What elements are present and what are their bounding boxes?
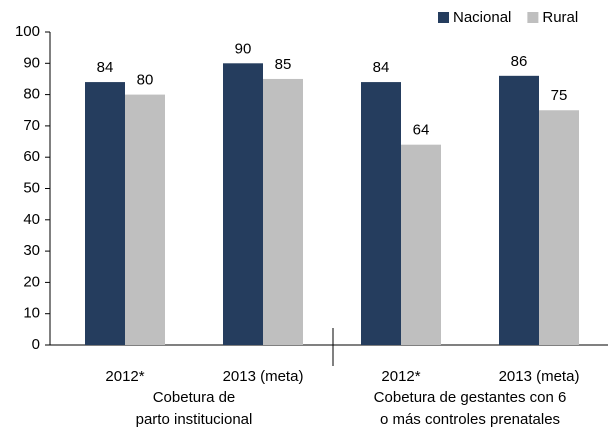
value-label: 85 [275,56,292,73]
legend-swatch [438,12,449,23]
y-tick-label: 60 [23,148,40,165]
x-tick-label: 2012* [105,368,144,385]
bar [263,78,303,345]
bar [401,144,441,345]
value-label: 90 [235,40,252,57]
y-tick-label: 30 [23,242,40,259]
y-tick-label: 90 [23,54,40,71]
x-tick-label: 2012* [381,368,420,385]
group-label: parto institucional [136,411,253,428]
y-tick-label: 80 [23,86,40,103]
y-tick-label: 100 [15,23,40,40]
x-tick-label: 2013 (meta) [499,368,580,385]
value-label: 86 [511,53,528,70]
bar [361,82,401,345]
bar [85,82,125,345]
group-label: Cobetura de [153,389,236,406]
legend-swatch [527,12,539,23]
value-label: 80 [137,72,154,89]
group-label: Cobetura de gestantes con 6 [374,389,567,406]
y-tick-label: 20 [23,273,40,290]
value-label: 64 [413,122,430,139]
bar [499,75,539,345]
bar [125,94,165,345]
y-tick-label: 70 [23,117,40,134]
value-label: 84 [373,59,390,76]
value-label: 75 [551,87,568,104]
y-tick-label: 50 [23,179,40,196]
value-label: 84 [97,59,114,76]
legend-label: Nacional [453,9,511,26]
y-tick-label: 0 [32,336,40,353]
y-tick-label: 40 [23,211,40,228]
bar [223,63,263,346]
legend-label: Rural [542,9,578,26]
bar [539,110,579,345]
x-tick-label: 2013 (meta) [223,368,304,385]
y-tick-label: 10 [23,305,40,322]
group-label: o más controles prenatales [380,411,560,428]
